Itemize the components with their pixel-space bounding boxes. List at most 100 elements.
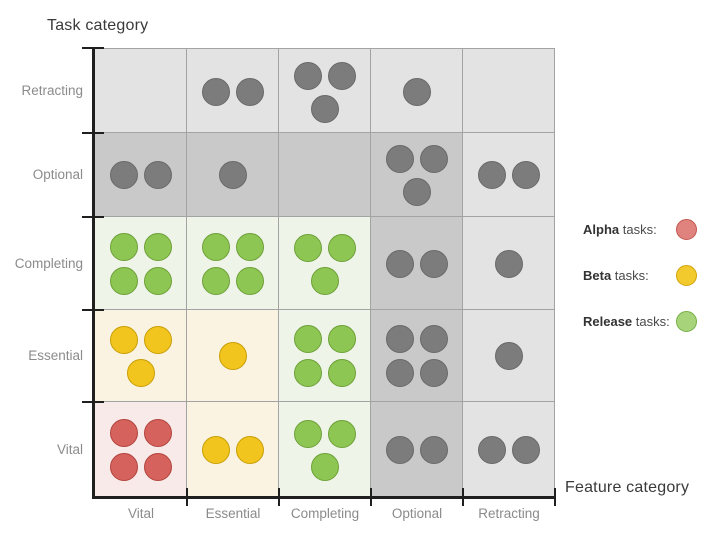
task-dot — [328, 61, 356, 90]
task-dot — [219, 342, 247, 370]
matrix-cell-essential-completing — [279, 310, 371, 402]
legend-swatch-alpha-circle — [676, 218, 697, 240]
y-tick-label-retracting: Retracting — [21, 82, 83, 98]
task-dot — [110, 232, 138, 261]
legend-swatch-beta-circle — [676, 264, 697, 286]
y-axis-tick — [82, 216, 104, 218]
task-dot — [478, 161, 506, 189]
matrix-cell-retracting-retracting — [463, 48, 555, 133]
y-tick-label-essential: Essential — [28, 348, 83, 363]
task-dot — [294, 325, 322, 353]
task-dot — [512, 161, 540, 189]
task-dot — [386, 249, 414, 278]
matrix-cell-completing-vital — [95, 217, 187, 310]
y-tick-label-optional: Optional — [32, 167, 83, 182]
matrix-cell-completing-essential — [187, 217, 279, 310]
task-dot — [420, 435, 448, 464]
task-dot — [144, 418, 172, 447]
matrix-cell-completing-completing — [279, 217, 371, 310]
task-dot — [420, 249, 448, 278]
task-dot — [311, 266, 339, 295]
y-axis-tick — [82, 47, 104, 49]
task-dot — [202, 435, 230, 464]
task-dot — [202, 266, 230, 295]
task-dot — [328, 359, 356, 387]
x-axis-line — [92, 496, 556, 499]
task-dot — [420, 359, 448, 387]
task-dot — [420, 325, 448, 353]
task-dot — [328, 233, 356, 262]
legend-item-beta: Beta tasks: — [583, 264, 697, 286]
task-dot — [110, 326, 138, 354]
legend-label-release: Release tasks: — [583, 313, 670, 329]
matrix-cell-optional-optional — [371, 133, 463, 217]
x-tick-label-vital: Vital — [127, 506, 155, 521]
task-dot — [110, 161, 138, 189]
legend-label-beta: Beta tasks: — [583, 267, 649, 283]
task-dot — [144, 232, 172, 261]
task-dot — [386, 435, 414, 464]
task-dot — [294, 233, 322, 262]
matrix-cell-essential-essential — [187, 310, 279, 402]
y-axis-tick — [82, 309, 104, 311]
task-dot — [495, 249, 523, 278]
matrix-cell-vital-essential — [187, 402, 279, 497]
task-dot — [110, 266, 138, 295]
task-dot — [144, 266, 172, 295]
task-dot — [403, 178, 431, 206]
task-dot — [386, 145, 414, 173]
task-dot — [512, 435, 540, 464]
task-dot — [144, 452, 172, 481]
matrix-cell-optional-vital — [95, 133, 187, 217]
matrix-cell-completing-retracting — [463, 217, 555, 310]
task-dot — [478, 435, 506, 464]
matrix-cell-vital-retracting — [463, 402, 555, 497]
task-dot — [236, 77, 264, 106]
y-axis-title: Task category — [47, 17, 149, 34]
matrix-cell-retracting-optional — [371, 48, 463, 133]
task-dot — [219, 161, 247, 189]
task-dot — [127, 359, 155, 387]
legend-item-alpha: Alpha tasks: — [583, 218, 697, 240]
y-axis-tick — [82, 132, 104, 134]
matrix-cell-retracting-essential — [187, 48, 279, 133]
task-dot — [311, 94, 339, 123]
task-dot — [403, 77, 431, 106]
x-tick-label-completing: Completing — [290, 506, 360, 521]
task-dot — [144, 326, 172, 354]
x-tick-label-essential: Essential — [205, 506, 261, 521]
task-dot — [294, 359, 322, 387]
task-dot — [236, 266, 264, 295]
x-axis-tick — [278, 488, 280, 506]
y-tick-label-vital: Vital — [56, 441, 83, 457]
legend-item-release: Release tasks: — [583, 310, 697, 332]
task-dot — [202, 77, 230, 106]
matrix-cell-vital-vital — [95, 402, 187, 497]
legend-label-alpha: Alpha tasks: — [583, 221, 657, 237]
y-axis-tick — [82, 401, 104, 403]
task-dot — [386, 325, 414, 353]
task-dot — [294, 61, 322, 90]
matrix-cell-retracting-completing — [279, 48, 371, 133]
x-axis-tick — [370, 488, 372, 506]
matrix-cell-essential-retracting — [463, 310, 555, 402]
legend-swatch-release-circle — [676, 310, 697, 332]
matrix-cell-optional-essential — [187, 133, 279, 217]
task-dot — [110, 418, 138, 447]
matrix-cell-optional-retracting — [463, 133, 555, 217]
matrix-cell-essential-optional — [371, 310, 463, 402]
x-axis-tick — [462, 488, 464, 506]
matrix-cell-optional-completing — [279, 133, 371, 217]
matrix-cell-completing-optional — [371, 217, 463, 310]
matrix-cell-vital-completing — [279, 402, 371, 497]
task-dot — [328, 325, 356, 353]
x-axis-title: Feature category — [565, 479, 690, 496]
x-tick-label-retracting: Retracting — [478, 506, 540, 521]
matrix-cell-vital-optional — [371, 402, 463, 497]
task-dot — [236, 435, 264, 464]
task-dot — [144, 161, 172, 189]
task-dot — [328, 419, 356, 448]
y-axis-line — [92, 48, 95, 499]
x-tick-label-optional: Optional — [391, 506, 443, 521]
task-dot — [386, 359, 414, 387]
